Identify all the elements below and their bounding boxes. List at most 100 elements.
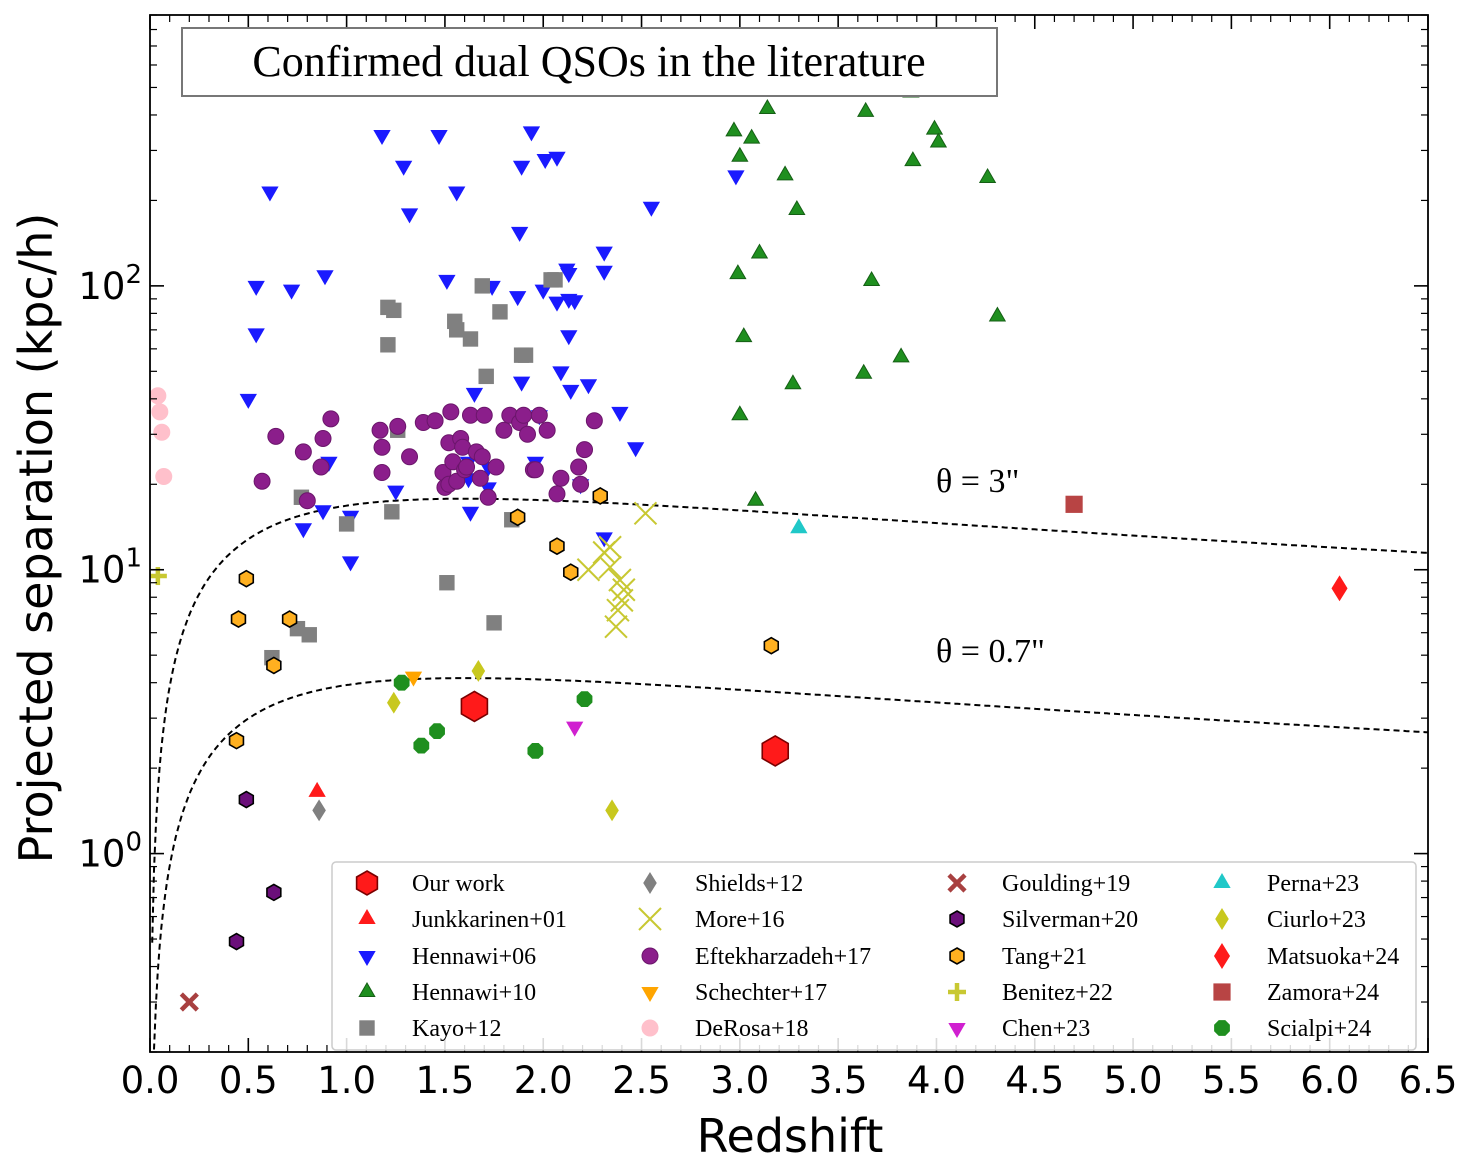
series-shields-12 [312,799,326,822]
data-point [560,268,578,284]
data-point [387,691,401,714]
legend-marker [359,1020,375,1036]
data-point [316,270,334,286]
data-point [758,98,777,114]
legend-label: Zamora+24 [1267,980,1379,1006]
data-point [761,734,790,767]
data-point [515,406,533,424]
data-point [389,417,407,435]
x-tick-label: 1.5 [416,1059,475,1102]
data-point [519,425,537,443]
data-point [526,461,544,479]
series-hennawi-06 [239,126,745,572]
data-point [562,384,580,400]
plot-frame [149,14,1429,1053]
legend-marker [949,910,965,928]
data-point [282,284,301,300]
data-point [517,347,534,363]
data-point [1065,495,1083,513]
data-point [373,130,391,146]
legend-label: More+16 [695,907,785,933]
data-point [155,468,173,486]
data-point [238,790,255,809]
x-tick-label: 1.0 [317,1059,376,1102]
data-point [228,731,245,750]
data-point [527,743,544,759]
data-point [393,674,410,691]
legend-marker [643,872,657,894]
data-point [512,160,531,176]
data-point [929,132,948,148]
series-chen-23 [566,721,584,737]
legend-marker [358,908,376,924]
data-point [151,403,169,421]
data-point [371,421,389,439]
data-point [294,523,313,539]
data-point [387,485,405,501]
data-point [150,387,167,405]
data-point [404,671,423,687]
data-point [471,659,486,682]
legend-label: Hennawi+10 [412,980,536,1006]
data-point [373,438,391,456]
data-point [253,472,271,490]
x-tick-label: 0.5 [219,1059,278,1102]
data-point [509,291,527,307]
legend-label: Scialpi+24 [1267,1016,1371,1042]
legend-label: Eftekharzadeh+17 [695,944,871,970]
curve-label-theta-3: θ = 3" [936,463,1019,500]
data-point [549,537,565,556]
x-tick-label: 5.5 [1202,1059,1261,1102]
data-point [461,506,480,522]
data-point [642,201,661,217]
legend-label: Shields+12 [695,871,803,897]
legend-marker [1213,983,1231,1001]
data-point [725,121,743,137]
data-point [478,368,494,385]
data-point [267,427,285,445]
x-tick-label: 2.0 [514,1059,573,1102]
data-point [438,274,456,290]
data-point [266,883,282,902]
data-point [479,488,497,506]
legend-marker [948,983,966,1001]
data-point [439,575,455,591]
data-point [153,423,171,441]
data-point [612,578,636,602]
data-point [312,458,330,476]
data-point [576,691,593,708]
x-tick-label: 6.5 [1399,1059,1458,1102]
data-point [534,284,552,300]
legend-label: Hennawi+06 [412,944,536,970]
x-tick-label: 6.0 [1300,1059,1359,1102]
legend-label: DeRosa+18 [695,1016,809,1042]
series-perna-23 [790,518,808,534]
series-schechter-17 [404,671,423,687]
data-point [448,186,466,202]
data-point [576,558,601,582]
data-point [475,406,493,424]
y-tick-label: 100 [78,828,142,876]
data-point [978,167,997,183]
series-kayo-12 [264,272,563,666]
legend-label: Chen+23 [1002,1016,1090,1042]
data-point [384,504,400,520]
legend: Our work Junkkarinen+01 Hennawi+06 Hennawi+… [331,861,1417,1051]
legend-marker [1215,908,1229,930]
data-point [892,347,910,363]
data-point [790,518,808,534]
data-point [486,615,502,631]
data-point [322,410,340,428]
legend-label: Benitez+22 [1002,980,1113,1006]
legend-marker [949,947,965,965]
data-point [509,508,526,527]
data-point [776,165,794,181]
data-point [474,278,490,294]
title-box: Confirmed dual QSOs in the literature [181,27,998,97]
legend-marker [638,907,662,931]
data-point [727,170,745,186]
legend-label: Matsuoka+24 [1267,944,1399,970]
x-tick-label: 3.5 [809,1059,868,1102]
legend-label: Junkkarinen+01 [412,907,567,933]
